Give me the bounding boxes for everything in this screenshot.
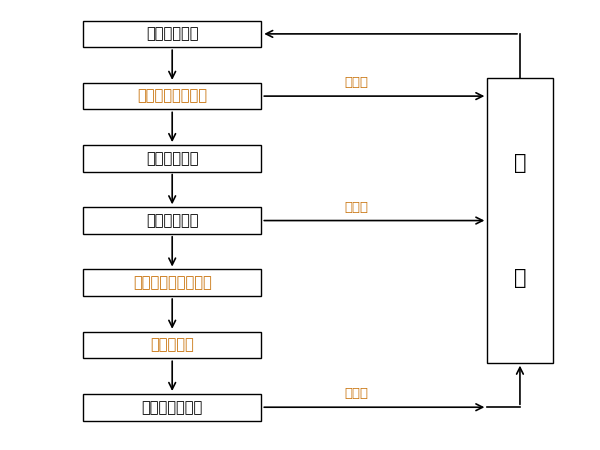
FancyBboxPatch shape bbox=[83, 332, 262, 358]
FancyBboxPatch shape bbox=[83, 145, 262, 171]
FancyBboxPatch shape bbox=[487, 78, 553, 363]
FancyBboxPatch shape bbox=[83, 21, 262, 47]
Text: 不合格: 不合格 bbox=[344, 387, 368, 400]
FancyBboxPatch shape bbox=[83, 207, 262, 234]
Text: 单项工序完成: 单项工序完成 bbox=[146, 27, 199, 41]
FancyBboxPatch shape bbox=[83, 394, 262, 421]
Text: 不合格: 不合格 bbox=[344, 201, 368, 214]
Text: 返: 返 bbox=[514, 153, 526, 173]
Text: 不合格: 不合格 bbox=[344, 76, 368, 89]
FancyBboxPatch shape bbox=[83, 83, 262, 109]
Text: 回: 回 bbox=[514, 268, 526, 288]
Text: 填报自检表格: 填报自检表格 bbox=[146, 151, 199, 166]
FancyBboxPatch shape bbox=[83, 270, 262, 296]
Text: 填报《质检通知单》: 填报《质检通知单》 bbox=[133, 275, 212, 290]
Text: 下一道工序: 下一道工序 bbox=[151, 338, 194, 352]
Text: 质检人员复检: 质检人员复检 bbox=[146, 213, 199, 228]
Text: 监理工程师验收: 监理工程师验收 bbox=[142, 400, 203, 415]
Text: 班组技术人员自检: 班组技术人员自检 bbox=[137, 89, 207, 104]
